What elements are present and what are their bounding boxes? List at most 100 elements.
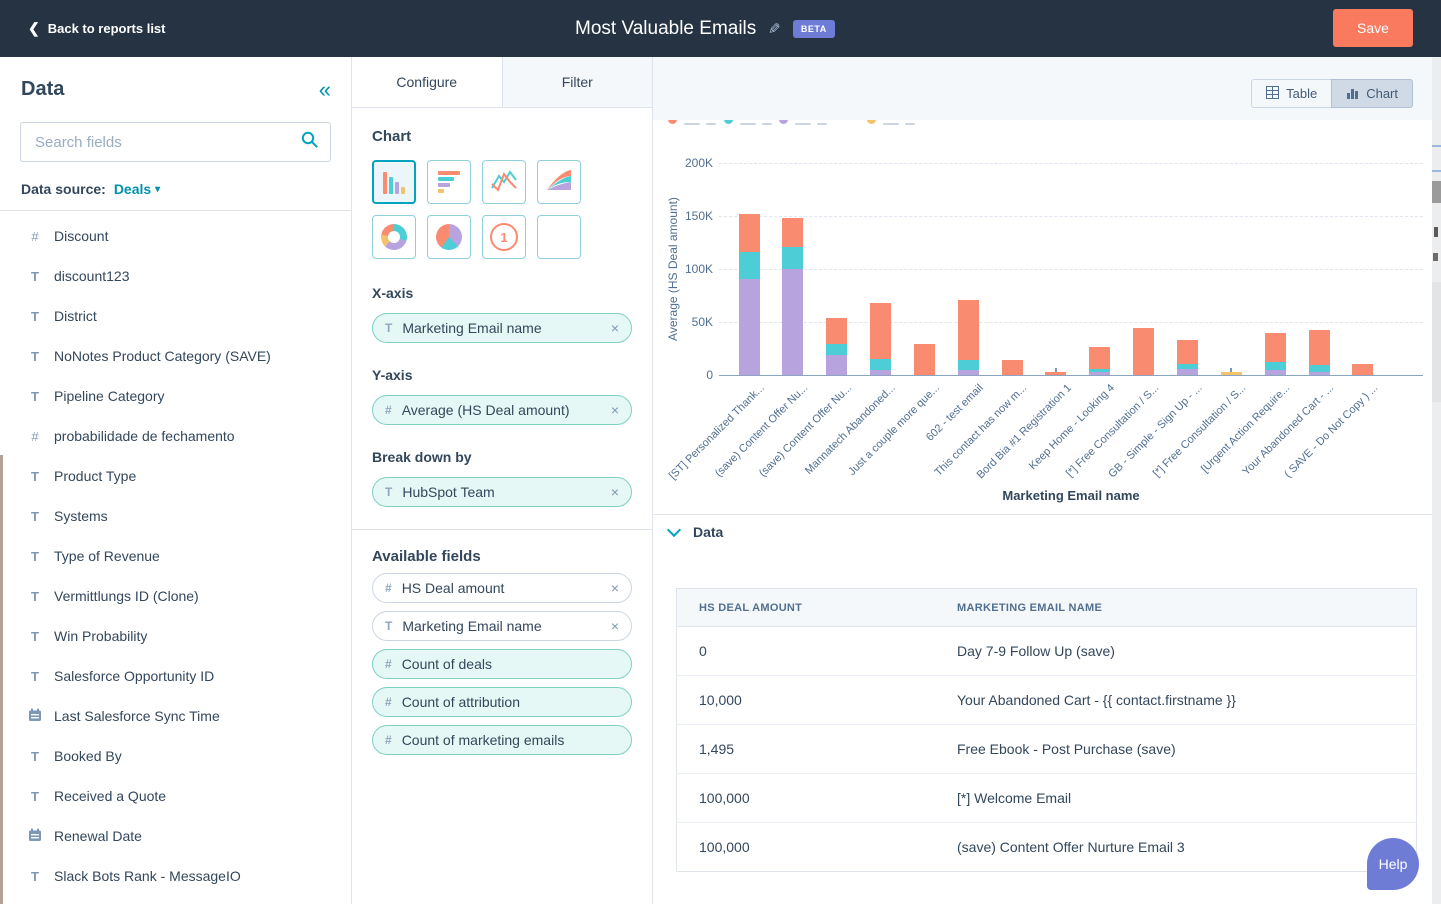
table-row[interactable]: 100,000 [*] Welcome Email (676, 773, 1417, 823)
bar-segment-breakdown-series-3-salmon[interactable] (1001, 360, 1023, 375)
text-field-icon: T (31, 348, 39, 364)
available-field-pill[interactable]: T Marketing Email name × (372, 611, 632, 641)
column-header-deal-amount[interactable]: HS DEAL AMOUNT (676, 588, 935, 627)
available-field-pill[interactable]: # Count of attribution (372, 687, 632, 717)
remove-field-icon[interactable]: × (610, 580, 619, 596)
bar-segment-breakdown-series-3-salmon[interactable] (1089, 347, 1111, 369)
bar-segment-breakdown-series-1-purple[interactable] (870, 369, 892, 375)
remove-field-icon[interactable]: × (610, 618, 619, 634)
tab-configure[interactable]: Configure (352, 57, 503, 107)
bar-segment-breakdown-series-2-teal[interactable] (957, 360, 979, 370)
bar-segment-breakdown-series-1-purple[interactable] (1089, 371, 1111, 375)
available-field-pill[interactable]: # Count of deals (372, 649, 632, 679)
table-row[interactable]: 1,495 Free Ebook - Post Purchase (save) (676, 724, 1417, 774)
bar-segment-breakdown-series-4-yellow[interactable] (1220, 372, 1242, 375)
bar-segment-breakdown-series-2-teal[interactable] (1089, 368, 1111, 372)
field-row-systems[interactable]: T Systems (0, 496, 351, 536)
bar-segment-breakdown-series-1-purple[interactable] (1308, 371, 1330, 375)
column-header-email-name[interactable]: MARKETING EMAIL NAME (935, 588, 1417, 627)
bar-segment-breakdown-series-3-salmon[interactable] (738, 213, 760, 253)
number-field-icon: # (385, 403, 392, 417)
field-row-last-salesforce-sync-time[interactable]: Last Salesforce Sync Time (0, 696, 351, 736)
gridline (719, 322, 1423, 323)
breakdown-field-pill[interactable]: T HubSpot Team × (372, 477, 632, 507)
field-row-pipeline-category[interactable]: T Pipeline Category (0, 376, 351, 416)
field-row-received-a-quote[interactable]: T Received a Quote (0, 776, 351, 816)
field-label: Win Probability (54, 628, 148, 644)
tab-filter[interactable]: Filter (502, 57, 652, 107)
available-field-pill[interactable]: # HS Deal amount × (372, 573, 632, 603)
text-field-icon: T (31, 548, 39, 564)
bar-segment-breakdown-series-3-salmon[interactable] (870, 302, 892, 360)
bar-segment-breakdown-series-2-teal[interactable] (782, 246, 804, 269)
bar-segment-breakdown-series-2-teal[interactable] (870, 359, 892, 370)
bar-segment-breakdown-series-1-purple[interactable] (957, 369, 979, 375)
chart-type-horizontal-bar[interactable] (427, 160, 471, 204)
remove-field-icon[interactable]: × (610, 402, 619, 418)
search-fields-input[interactable] (33, 132, 301, 152)
bar-segment-breakdown-series-1-purple[interactable] (738, 278, 760, 375)
data-section-toggle[interactable]: Data (666, 522, 723, 540)
field-row-discount[interactable]: # Discount (0, 216, 351, 256)
field-row-nonotes-product-category-save-[interactable]: T NoNotes Product Category (SAVE) (0, 336, 351, 376)
bar-segment-breakdown-series-3-salmon[interactable] (826, 317, 848, 345)
back-to-reports-link[interactable]: ❮ Back to reports list (28, 20, 166, 37)
bar-segment-breakdown-series-3-salmon[interactable] (1308, 330, 1330, 366)
bar-segment-breakdown-series-3-salmon[interactable] (1352, 364, 1374, 375)
field-row-district[interactable]: T District (0, 296, 351, 336)
bar-segment-breakdown-series-3-salmon[interactable] (1133, 328, 1155, 375)
field-row-vermittlungs-id-clone-[interactable]: T Vermittlungs ID (Clone) (0, 576, 351, 616)
field-row-product-type[interactable]: T Product Type (0, 456, 351, 496)
bar-segment-breakdown-series-2-teal[interactable] (1177, 364, 1199, 369)
bar-segment-breakdown-series-3-salmon[interactable] (957, 299, 979, 361)
bar-segment-breakdown-series-2-teal[interactable] (826, 344, 848, 355)
bar-segment-breakdown-series-3-salmon[interactable] (1045, 372, 1067, 375)
x-axis-field-pill[interactable]: T Marketing Email name × (372, 313, 632, 343)
table-row[interactable]: 0 Day 7-9 Follow Up (save) (676, 626, 1417, 676)
legend-text-fragment (817, 123, 827, 125)
chart-type-area[interactable] (537, 160, 581, 204)
bar-segment-breakdown-series-2-teal[interactable] (1264, 362, 1286, 370)
bar-segment-breakdown-series-1-purple[interactable] (1177, 368, 1199, 375)
table-row[interactable]: 100,000 (save) Content Offer Nurture Emai… (676, 822, 1417, 872)
table-view-button[interactable]: Table (1251, 79, 1332, 108)
chart-type-pie[interactable] (427, 215, 471, 259)
table-row[interactable]: 10,000 Your Abandoned Cart - {{ contact.f… (676, 675, 1417, 725)
pill-label: Marketing Email name (402, 320, 542, 336)
available-field-pill[interactable]: # Count of marketing emails (372, 725, 632, 755)
y-axis-field-pill[interactable]: # Average (HS Deal amount) × (372, 395, 632, 425)
chart-type-pivot-table[interactable] (537, 215, 581, 259)
chart-type-column[interactable] (372, 160, 416, 204)
field-row-booked-by[interactable]: T Booked By (0, 736, 351, 776)
edit-title-icon[interactable]: ✎ (768, 20, 781, 38)
collapse-sidebar-icon[interactable]: « (318, 76, 331, 102)
data-source-dropdown[interactable]: Deals ▾ (113, 181, 161, 197)
help-button[interactable]: Help (1367, 838, 1419, 890)
bar-segment-breakdown-series-1-purple[interactable] (826, 354, 848, 375)
chart-type-single-value[interactable]: 1 (482, 215, 526, 259)
chart-view-button[interactable]: Chart (1331, 79, 1413, 108)
bar-segment-breakdown-series-1-purple[interactable] (782, 269, 804, 375)
sidebar-scrollbar[interactable] (0, 455, 3, 904)
chart-type-donut[interactable] (372, 215, 416, 259)
bar-segment-breakdown-series-3-salmon[interactable] (1264, 332, 1286, 363)
bar-segment-breakdown-series-1-purple[interactable] (1264, 369, 1286, 375)
field-row-win-probability[interactable]: T Win Probability (0, 616, 351, 656)
bar-segment-breakdown-series-3-salmon[interactable] (782, 218, 804, 247)
field-row-probabilidade-de-fechamento[interactable]: # probabilidade de fechamento (0, 416, 351, 456)
chart-type-line[interactable] (482, 160, 526, 204)
field-row-slack-bots-rank-messageio[interactable]: T Slack Bots Rank - MessageIO (0, 856, 351, 896)
remove-field-icon[interactable]: × (610, 320, 619, 336)
save-button[interactable]: Save (1333, 9, 1413, 47)
legend-dot (724, 120, 733, 124)
remove-field-icon[interactable]: × (610, 484, 619, 500)
bar-segment-breakdown-series-3-salmon[interactable] (1177, 340, 1199, 365)
bar-segment-breakdown-series-3-salmon[interactable] (913, 344, 935, 375)
field-label: Systems (54, 508, 108, 524)
bar-segment-breakdown-series-2-teal[interactable] (738, 252, 760, 279)
field-row-type-of-revenue[interactable]: T Type of Revenue (0, 536, 351, 576)
bar-segment-breakdown-series-2-teal[interactable] (1308, 365, 1330, 372)
field-row-renewal-date[interactable]: Renewal Date (0, 816, 351, 856)
field-row-salesforce-opportunity-id[interactable]: T Salesforce Opportunity ID (0, 656, 351, 696)
